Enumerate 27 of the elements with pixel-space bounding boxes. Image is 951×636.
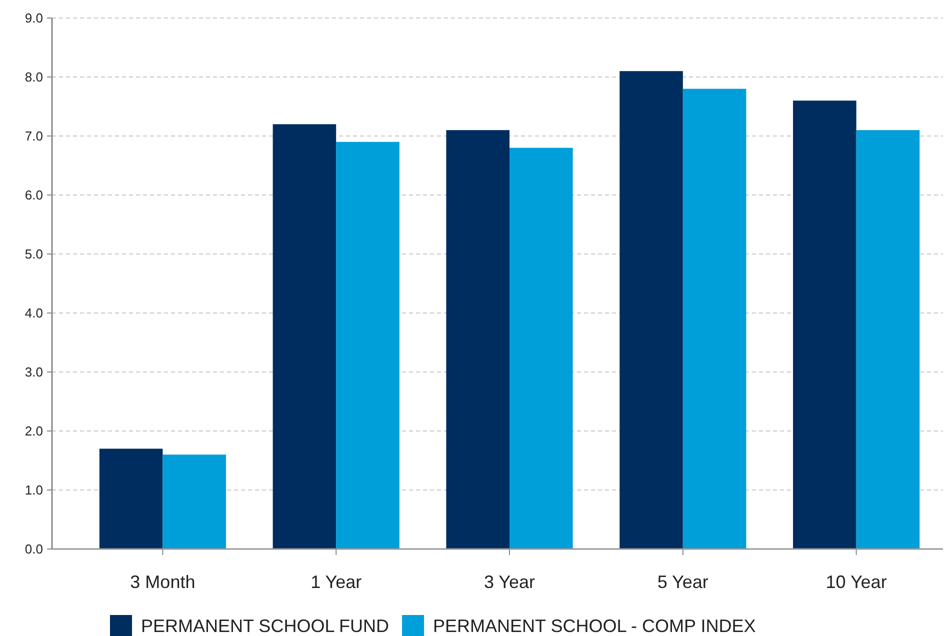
bar [446, 130, 510, 549]
x-tick-label: 10 Year [826, 572, 887, 592]
x-tick-label: 3 Year [484, 572, 536, 592]
bar [793, 100, 856, 549]
y-tick-label: 0.0 [24, 542, 43, 557]
bar [162, 454, 226, 549]
y-tick-label: 8.0 [24, 70, 43, 85]
bar [510, 148, 573, 549]
bar [856, 130, 920, 549]
x-tick-label: 1 Year [310, 572, 362, 592]
x-tick-label: 3 Month [130, 572, 196, 592]
y-tick-label: 5.0 [24, 246, 43, 262]
x-tick-label: 5 Year [657, 572, 708, 592]
legend-label: PERMANENT SCHOOL FUND [141, 616, 390, 636]
bar [620, 71, 683, 549]
y-tick-label: 2.0 [24, 424, 43, 439]
y-tick-label: 6.0 [24, 188, 43, 203]
bar [272, 124, 336, 549]
bar [99, 448, 163, 549]
y-tick-label: 4.0 [24, 306, 43, 321]
bar [336, 142, 400, 549]
y-tick-label: 1.0 [24, 482, 43, 498]
y-tick-label: 9.0 [24, 10, 43, 26]
y-tick-label: 3.0 [24, 364, 43, 380]
legend-label: PERMANENT SCHOOL - COMP INDEX [433, 616, 756, 636]
y-tick-label: 7.0 [24, 128, 43, 144]
bar [682, 88, 746, 549]
